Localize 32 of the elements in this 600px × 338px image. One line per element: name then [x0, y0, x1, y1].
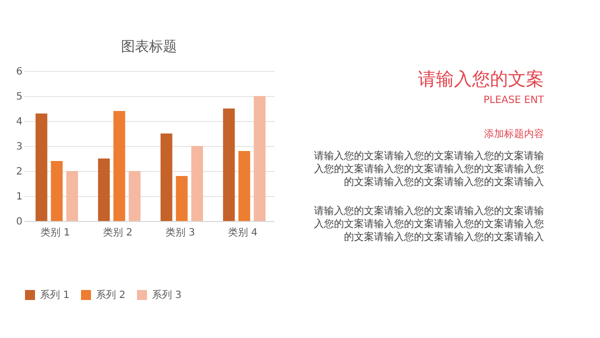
bar: [223, 108, 235, 221]
bar: [160, 134, 172, 221]
bar: [50, 161, 63, 221]
bar: [254, 96, 266, 221]
bar: [176, 176, 188, 221]
y-tick-label: 4: [16, 116, 22, 128]
text: 添加标题内容: [484, 128, 544, 140]
bar: [98, 158, 110, 221]
bar: [191, 146, 204, 221]
bar: [113, 111, 126, 221]
chart-title: 图表标题: [121, 39, 177, 55]
x-tick-label: 类别 1: [40, 226, 70, 238]
x-tick-label: 类别 2: [102, 226, 133, 238]
text: 请输入您的文案请输入您的文案请输入您的文案请输入您的文案请输入您的文案请输入您的文案请输入您的文案请输入您的文案请输入您的文案请输入: [314, 205, 544, 243]
bar: [128, 171, 141, 221]
legend-label: 系列 3: [152, 289, 182, 301]
x-tick-label: 类别 4: [228, 226, 258, 238]
bar: [238, 151, 250, 221]
text: 请输入您的文案: [418, 69, 544, 90]
x-tick-label: 类别 3: [165, 226, 196, 238]
bar: [36, 114, 48, 221]
legend-label: 系列 1: [40, 289, 70, 301]
y-tick-label: 3: [16, 142, 22, 152]
text: PLEASE ENT: [483, 95, 545, 106]
legend-label: 系列 2: [96, 289, 126, 301]
y-tick-label: 0: [16, 216, 22, 228]
y-tick-label: 2: [16, 166, 22, 178]
y-tick-label: 1: [16, 192, 22, 202]
y-tick-label: 5: [16, 92, 22, 102]
bar: [66, 171, 78, 221]
text: 请输入您的文案请输入您的文案请输入您的文案请输入您的文案请输入您的文案请输入您的文案请输入您的文案请输入您的文案请输入您的文案请输入: [314, 150, 544, 188]
y-tick-label: 6: [16, 66, 22, 78]
